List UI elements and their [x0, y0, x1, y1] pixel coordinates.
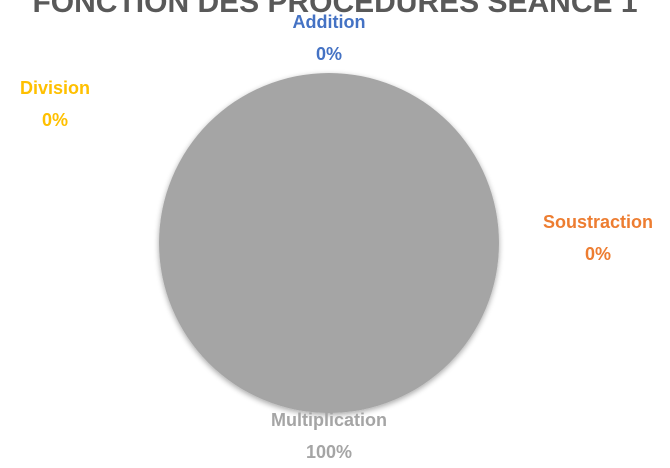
- label-name-multiplication: Multiplication: [271, 410, 387, 430]
- data-label-division: Division 0%: [20, 72, 90, 136]
- data-label-addition: Addition 0%: [293, 6, 366, 70]
- label-name-soustraction: Soustraction: [542, 212, 654, 232]
- data-label-soustraction: Soustraction 0%: [543, 206, 653, 270]
- label-name-addition: Addition: [292, 12, 366, 32]
- label-percent-multiplication: 100%: [305, 442, 353, 462]
- pie-slice-multiplication: [159, 73, 499, 413]
- label-percent-soustraction: 0%: [584, 244, 612, 264]
- label-percent-division: 0%: [41, 110, 69, 130]
- chart-title: FONCTION DES PROCEDURES SEANCE 1: [32, 0, 638, 19]
- label-name-division: Division: [19, 78, 91, 98]
- label-percent-addition: 0%: [315, 44, 343, 64]
- data-label-multiplication: Multiplication 100%: [271, 404, 387, 468]
